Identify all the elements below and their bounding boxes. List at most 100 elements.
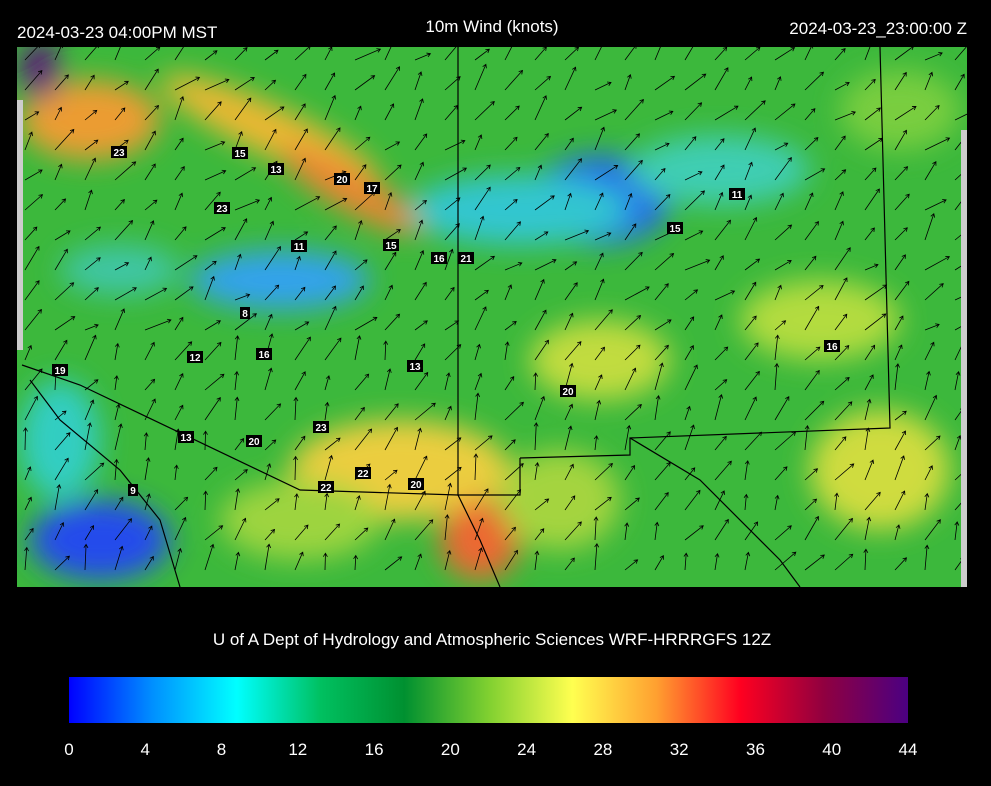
wind-arrow [684,525,704,541]
wind-arrow [84,462,105,481]
wind-arrow [324,285,336,301]
wind-arrow [84,47,99,61]
wind-arrow [264,439,277,451]
wind-arrow [322,552,328,571]
wind-arrow [414,343,426,361]
wind-arrow [714,138,725,151]
wind-arrow [354,164,367,181]
wind-arrow [924,435,941,451]
wind-arrow [474,255,496,271]
wind-arrow [204,320,221,331]
wind-arrow [714,164,725,181]
wind-arrow [234,97,252,121]
wind-arrow [714,552,720,571]
wind-arrow [624,133,641,151]
wind-arrow [414,98,424,121]
wind-arrow [414,427,423,451]
wind-arrow [654,461,671,481]
wind-arrow [384,483,392,511]
wind-arrow [414,199,428,211]
wind-arrow [894,106,917,121]
wind-arrow [894,363,900,391]
wind-arrow [114,458,119,481]
wind-arrow [564,261,578,271]
wind-arrow [624,314,642,331]
wind-arrow [954,47,967,61]
wind-arrow [444,167,468,181]
wind-arrow [834,277,848,301]
map [17,47,967,587]
wind-arrow [234,396,240,421]
station-label: 11 [294,242,305,253]
station-label: 23 [113,148,125,159]
wind-arrow [174,255,198,271]
wind-arrow [593,435,599,451]
wind-arrow [714,314,723,331]
wind-arrow [264,463,272,481]
wind-arrow [264,528,276,541]
wind-arrow [383,340,389,361]
wind-arrow [714,379,728,391]
wind-arrow [684,230,704,241]
wind-arrow [174,192,184,211]
wind-arrow [414,71,423,91]
wind-arrow [864,78,876,91]
wind-arrow [144,256,152,271]
wind-arrow [534,95,547,121]
wind-arrow [654,110,674,121]
wind-arrow [654,431,671,451]
wind-arrow [924,51,943,61]
wind-arrow [174,95,185,121]
wind-arrow [834,135,846,151]
wind-arrow [744,47,761,61]
wind-arrow [174,137,184,151]
station-box [52,364,68,376]
wind-arrow [474,289,489,301]
wind-arrow [954,521,960,541]
wind-arrow [24,194,44,211]
wind-arrow [774,320,787,331]
wind-arrow [714,435,727,451]
wind-arrow [324,47,333,61]
colorbar [69,677,908,723]
wind-arrow [204,396,221,421]
wind-arrow [864,491,881,511]
colorbar-tick-label: 28 [593,740,612,759]
wind-arrow [54,457,69,481]
wind-arrow [414,553,422,571]
wind-arrow [864,313,887,331]
colorbar-tick-label: 40 [822,740,841,759]
station-label: 16 [258,350,270,361]
wind-arrow [894,227,908,241]
wind-arrow [354,285,364,301]
wind-arrow [234,47,248,61]
wind-arrow [204,78,230,91]
wind-arrow [143,432,149,451]
station-box [729,188,745,200]
wind-arrow [24,226,38,241]
wind-arrow [84,525,94,541]
wind-arrow [924,283,944,301]
wind-arrow [144,47,161,61]
wind-arrow [24,308,42,331]
credit: U of A Dept of Hydrology and Atmospheric… [213,630,771,649]
wind-arrow [894,455,905,481]
wind-arrow [834,401,853,421]
wind-arrow [384,103,395,121]
station-label: 23 [315,423,327,434]
wind-arrow [594,232,612,241]
wind-arrow [504,401,524,421]
wind-arrow [174,166,185,181]
wind-arrow [744,551,751,571]
wind-arrow [804,554,825,571]
wind-arrow [834,463,855,481]
wind-arrow [744,258,761,271]
wind-arrow [293,396,299,421]
wind-arrow [924,256,951,271]
wind-arrow [24,169,43,181]
wind-arrow [504,526,516,541]
station-box [178,431,194,443]
wind-arrow [864,167,877,181]
wind-arrow [714,67,729,91]
wind-arrow [744,431,763,451]
